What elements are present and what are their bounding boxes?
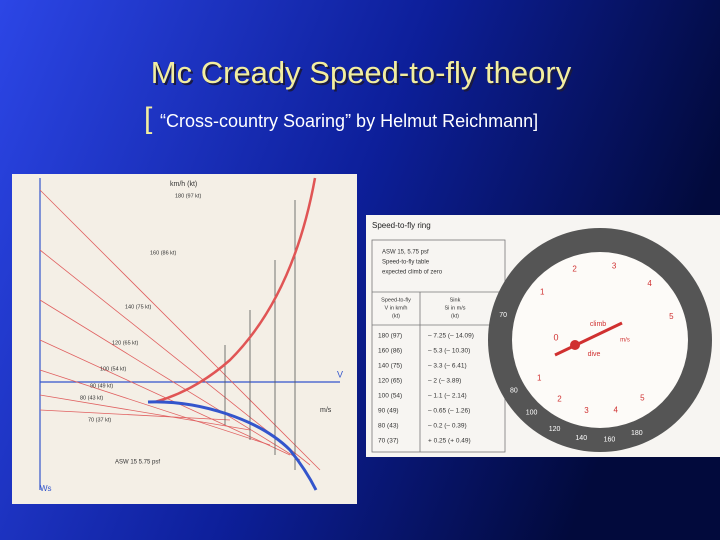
dial-climb-mark: 1 <box>540 287 545 296</box>
dial-climb-mark: 3 <box>612 261 617 270</box>
table-cell: – 0.2 (– 0.39) <box>428 423 467 430</box>
dial-zero: 0 <box>553 332 558 342</box>
speed-label: 80 (43 kt) <box>80 395 103 401</box>
bracket: [ <box>144 102 153 135</box>
dial-speed: 160 <box>604 436 616 443</box>
dial-climb-mark: 2 <box>572 265 577 274</box>
table-cell: 140 (75) <box>378 363 402 370</box>
speed-label: 90 (49 kt) <box>90 383 113 389</box>
dial-needle <box>554 321 623 357</box>
table-cell: – 0.65 (– 1.26) <box>428 408 470 415</box>
table-cell: 70 (37) <box>378 438 399 445</box>
dial-speed: 140 <box>575 435 587 442</box>
speed-axis-label: km/h (kt) <box>170 181 197 188</box>
note: ASW 15, 5.75 psf <box>382 250 429 256</box>
table-cell: 180 (97) <box>378 333 402 340</box>
speed-label: 100 (54 kt) <box>100 366 126 372</box>
dial-dive-mark: 2 <box>557 395 562 404</box>
note: Speed-to-fly table <box>382 260 430 266</box>
dial-dive-mark: 3 <box>584 406 589 415</box>
table-cell: 90 (49) <box>378 408 399 415</box>
table-header: Si in m/s <box>444 305 465 311</box>
sink-unit: m/s <box>320 407 332 414</box>
table-cell: – 3.3 (– 6.41) <box>428 363 467 370</box>
table-cell: 100 (54) <box>378 393 402 400</box>
speed-label: 120 (65 kt) <box>112 340 138 346</box>
dial-face <box>512 252 688 428</box>
dial-dive-mark: 4 <box>613 405 618 414</box>
dial-speed: 70 <box>499 312 507 319</box>
table-cell: 160 (86) <box>378 348 402 355</box>
ring-title: Speed-to-fly ring <box>372 221 431 230</box>
dial-speed: 100 <box>526 410 538 417</box>
speed-guides <box>224 200 296 470</box>
speed-label: 140 (75 kt) <box>125 304 151 310</box>
table-header: Sink <box>450 297 461 303</box>
speed-curve <box>154 177 317 404</box>
note: expected climb of zero <box>382 270 443 276</box>
polar-curve <box>147 400 318 491</box>
dial-climb: climb <box>590 321 606 328</box>
title-shadow: Mc Cready Speed-to-fly theory <box>153 57 574 92</box>
table-cell: 80 (43) <box>378 423 399 430</box>
v-axis-label: V <box>337 369 343 379</box>
dial-unit: m/s <box>620 338 630 344</box>
table-header: Speed-to-fly <box>381 297 411 303</box>
dial-speed: 80 <box>510 388 518 395</box>
title: Mc Cready Speed-to-fly theory <box>151 55 572 90</box>
polar-figure <box>12 174 357 504</box>
dial-speed: 180 <box>631 430 643 437</box>
speed-label: 160 (86 kt) <box>150 250 176 256</box>
table-header: V in km/h <box>385 305 408 311</box>
table-cell: – 7.25 (– 14.09) <box>428 333 474 340</box>
dial-climb-mark: 5 <box>669 312 674 321</box>
table-cell: – 1.1 (– 2.14) <box>428 393 467 400</box>
ring-figure <box>366 215 720 457</box>
dial-hub <box>570 340 580 350</box>
dial-speed: 120 <box>549 426 561 433</box>
dial-dive-mark: 5 <box>640 393 645 402</box>
table-header: (kt) <box>451 313 459 319</box>
ws-axis-label: Ws <box>40 484 52 493</box>
table-cell: 120 (65) <box>378 378 402 385</box>
table-header: (kt) <box>392 313 400 319</box>
table-cell: – 5.3 (– 10.30) <box>428 348 470 355</box>
speed-label: 70 (37 kt) <box>88 417 111 423</box>
dial-climb-mark: 4 <box>647 279 652 288</box>
caption: ASW 15 5.75 psf <box>115 460 160 466</box>
speed-label: 180 (97 kt) <box>175 193 201 199</box>
subtitle: “Cross-country Soaring” by Helmut Reichm… <box>160 111 538 131</box>
dial-dive-mark: 1 <box>537 374 542 383</box>
table-cell: + 0.25 (+ 0.49) <box>428 438 471 445</box>
dial-dive: dive <box>588 351 601 358</box>
table-cell: – 2 (– 3.89) <box>428 378 461 385</box>
